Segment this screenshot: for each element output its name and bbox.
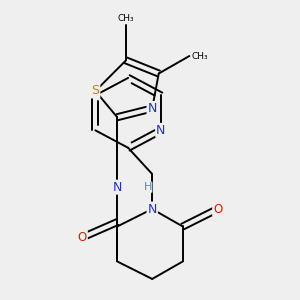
Text: N: N [156, 124, 166, 137]
Text: N: N [148, 202, 157, 215]
Text: O: O [78, 231, 87, 244]
Text: CH₃: CH₃ [191, 52, 208, 61]
Text: N: N [112, 181, 122, 194]
Text: H: H [143, 182, 152, 192]
Text: N: N [148, 102, 157, 115]
Text: CH₃: CH₃ [118, 14, 134, 23]
Text: S: S [92, 85, 99, 98]
Text: O: O [213, 202, 222, 215]
